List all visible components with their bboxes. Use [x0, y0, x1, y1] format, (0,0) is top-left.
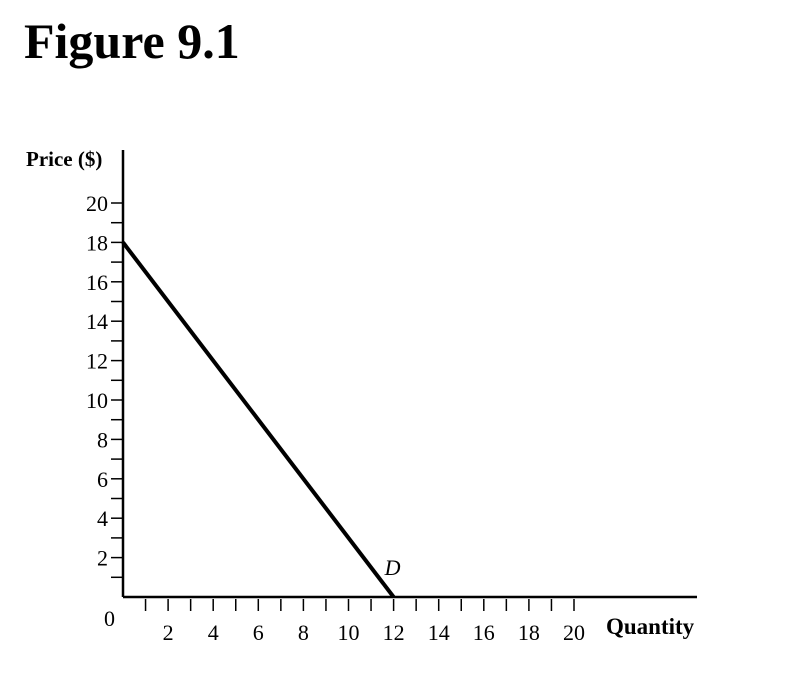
x-axis-label: Quantity	[606, 614, 695, 639]
demand-curve-label: D	[384, 555, 401, 580]
y-tick-label: 18	[86, 230, 108, 255]
y-axis-label: Price ($)	[26, 147, 102, 171]
y-tick-label: 6	[97, 467, 108, 492]
x-tick-label: 10	[338, 620, 360, 645]
x-tick-label: 6	[253, 620, 264, 645]
x-tick-label: 2	[163, 620, 174, 645]
y-tick-label: 20	[86, 191, 108, 216]
x-tick-label: 18	[518, 620, 540, 645]
x-tick-label: 12	[383, 620, 405, 645]
x-tick-label: 14	[428, 620, 450, 645]
x-tick-label: 8	[298, 620, 309, 645]
y-tick-label: 2	[97, 546, 108, 571]
demand-curve	[121, 241, 396, 599]
origin-label: 0	[104, 606, 115, 631]
x-tick-label: 16	[473, 620, 495, 645]
x-tick-label: 4	[208, 620, 219, 645]
x-tick-label: 20	[563, 620, 585, 645]
y-tick-label: 8	[97, 427, 108, 452]
y-tick-label: 14	[86, 309, 108, 334]
figure-title: Figure 9.1	[24, 13, 240, 69]
y-tick-label: 16	[86, 270, 108, 295]
y-tick-label: 4	[97, 506, 108, 531]
y-tick-label: 12	[86, 349, 108, 374]
y-tick-label: 10	[86, 388, 108, 413]
